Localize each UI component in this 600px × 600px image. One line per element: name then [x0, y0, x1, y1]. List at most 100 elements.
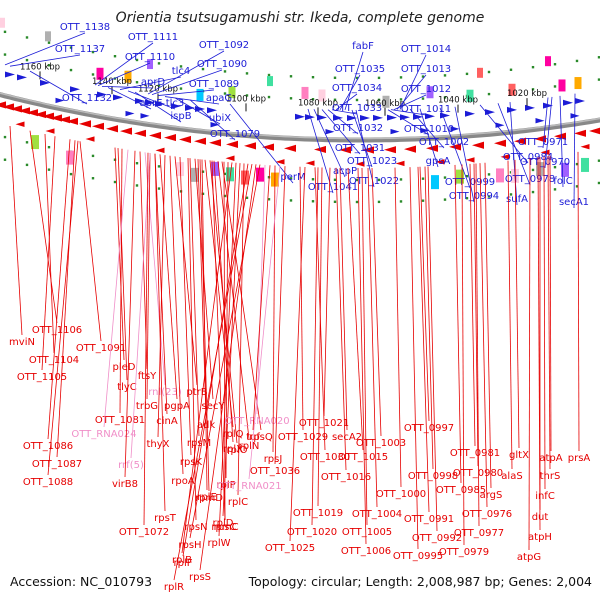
track-dot: [135, 184, 139, 187]
feature-block: [66, 150, 74, 165]
plus-strand-arrow: [387, 114, 397, 121]
leader-line: [514, 159, 520, 449]
plus-strand-arrow: [420, 127, 430, 134]
gene-label: tlyC: [117, 382, 137, 393]
map-title: Orientia tsutsugamushi str. Ikeda, compl…: [116, 10, 485, 26]
track-dot: [91, 50, 95, 54]
plus-strand-arrow: [400, 114, 410, 121]
gene-label: OTT_1021: [299, 418, 349, 429]
minus-strand-arrow: [554, 132, 566, 140]
leader-line: [394, 167, 402, 488]
track-dot: [399, 98, 403, 101]
gene-label: folC: [553, 176, 572, 187]
leader-line: [29, 130, 58, 324]
leader-line: [189, 158, 200, 437]
gene-label: rpsM: [187, 438, 211, 449]
track-dot: [289, 75, 293, 78]
track-dot: [333, 98, 337, 101]
gene-label: OTT_1000: [376, 489, 426, 500]
gene-label: OTT_1016: [321, 472, 371, 483]
minus-strand-arrow: [149, 131, 161, 140]
gene-label: atpH: [528, 532, 552, 543]
gene-label: OTT_1090: [197, 59, 247, 70]
leader-line: [357, 167, 367, 545]
leader-line: [187, 157, 197, 521]
track-dot: [443, 176, 447, 179]
gene-label: OTT_1029: [278, 432, 328, 443]
feature-block: [508, 83, 516, 96]
leader-line: [4, 32, 86, 66]
scale-tick-label: 1120 kbp: [138, 85, 178, 95]
track-dot: [465, 174, 469, 178]
plus-strand-arrow: [113, 94, 123, 101]
leader-line: [473, 163, 479, 467]
leader-line: [114, 147, 125, 361]
leader-line: [103, 149, 129, 428]
leader-line: [29, 70, 88, 105]
leader-line: [41, 136, 56, 371]
scale-tick-label: 1040 kbp: [438, 96, 478, 106]
gene-label: OTT_1138: [60, 22, 110, 33]
leader-line: [367, 167, 378, 508]
plus-strand-arrow: [360, 114, 370, 121]
leader-line: [361, 167, 368, 526]
track-dot: [531, 168, 535, 172]
plus-strand-arrow: [347, 114, 357, 121]
leader-line: [289, 166, 306, 542]
track-dot: [267, 95, 271, 99]
scale-tick-label: 1100 kbp: [226, 94, 266, 104]
gene-label: OTT_1020: [287, 527, 337, 538]
leader-line: [94, 42, 154, 86]
plus-strand-arrow: [507, 106, 517, 113]
leader-line: [159, 154, 178, 400]
gene-label: prsA: [568, 453, 591, 464]
track-dot: [575, 59, 579, 63]
leader-line: [497, 103, 531, 186]
gene-label: aprE: [140, 98, 163, 109]
track-dot: [311, 98, 315, 101]
leader-line: [339, 167, 348, 431]
gene-label: atpA: [539, 453, 562, 464]
scale-tick-label: 1060 kbp: [365, 99, 405, 109]
track-dot: [157, 165, 161, 168]
gene-label: tlc4: [172, 66, 191, 77]
track-dot: [377, 76, 381, 80]
track-dot: [421, 199, 425, 202]
gene-label: OTT_1110: [125, 52, 175, 63]
leader-line: [47, 139, 71, 440]
minus-strand-arrow: [134, 129, 146, 137]
gene-label: OTT_0994: [449, 191, 499, 202]
track-dot: [597, 78, 600, 81]
leader-line: [307, 108, 334, 194]
feature-block: [301, 86, 309, 99]
minus-strand-arrow: [465, 157, 475, 163]
leader-line: [173, 163, 253, 581]
leader-line: [248, 165, 281, 480]
leader-line: [79, 141, 102, 342]
minus-strand-arrow: [404, 145, 416, 153]
gene-label: pgpA: [164, 401, 190, 412]
gene-label: rpsQ: [249, 432, 273, 443]
leader-line: [9, 125, 23, 336]
track-dot: [47, 41, 51, 44]
minus-strand-arrow: [15, 121, 25, 127]
leader-line: [229, 103, 294, 184]
leader-line: [218, 162, 237, 537]
gene-label: fabF: [352, 41, 374, 52]
gene-label: OTT_1004: [352, 509, 402, 520]
feature-block: [477, 67, 483, 78]
leader-line: [107, 87, 152, 110]
feature-block: [124, 70, 132, 83]
minus-strand-arrow: [262, 143, 274, 151]
plus-strand-arrow: [207, 107, 217, 114]
minus-strand-arrow: [362, 146, 374, 154]
track-dot: [421, 177, 425, 180]
minus-strand-arrow: [494, 139, 506, 147]
plus-strand-arrow: [55, 97, 65, 104]
gene-label: thrS: [540, 471, 561, 482]
gene-label: apaG: [206, 93, 232, 104]
gene-label: rpoA: [171, 476, 195, 487]
leader-line: [272, 165, 276, 453]
track-dot: [553, 63, 557, 66]
scale-ticks: 1160 kbp 1140 kbp 1120 kbp 1100 kbp 1080 kbp…: [20, 62, 547, 116]
